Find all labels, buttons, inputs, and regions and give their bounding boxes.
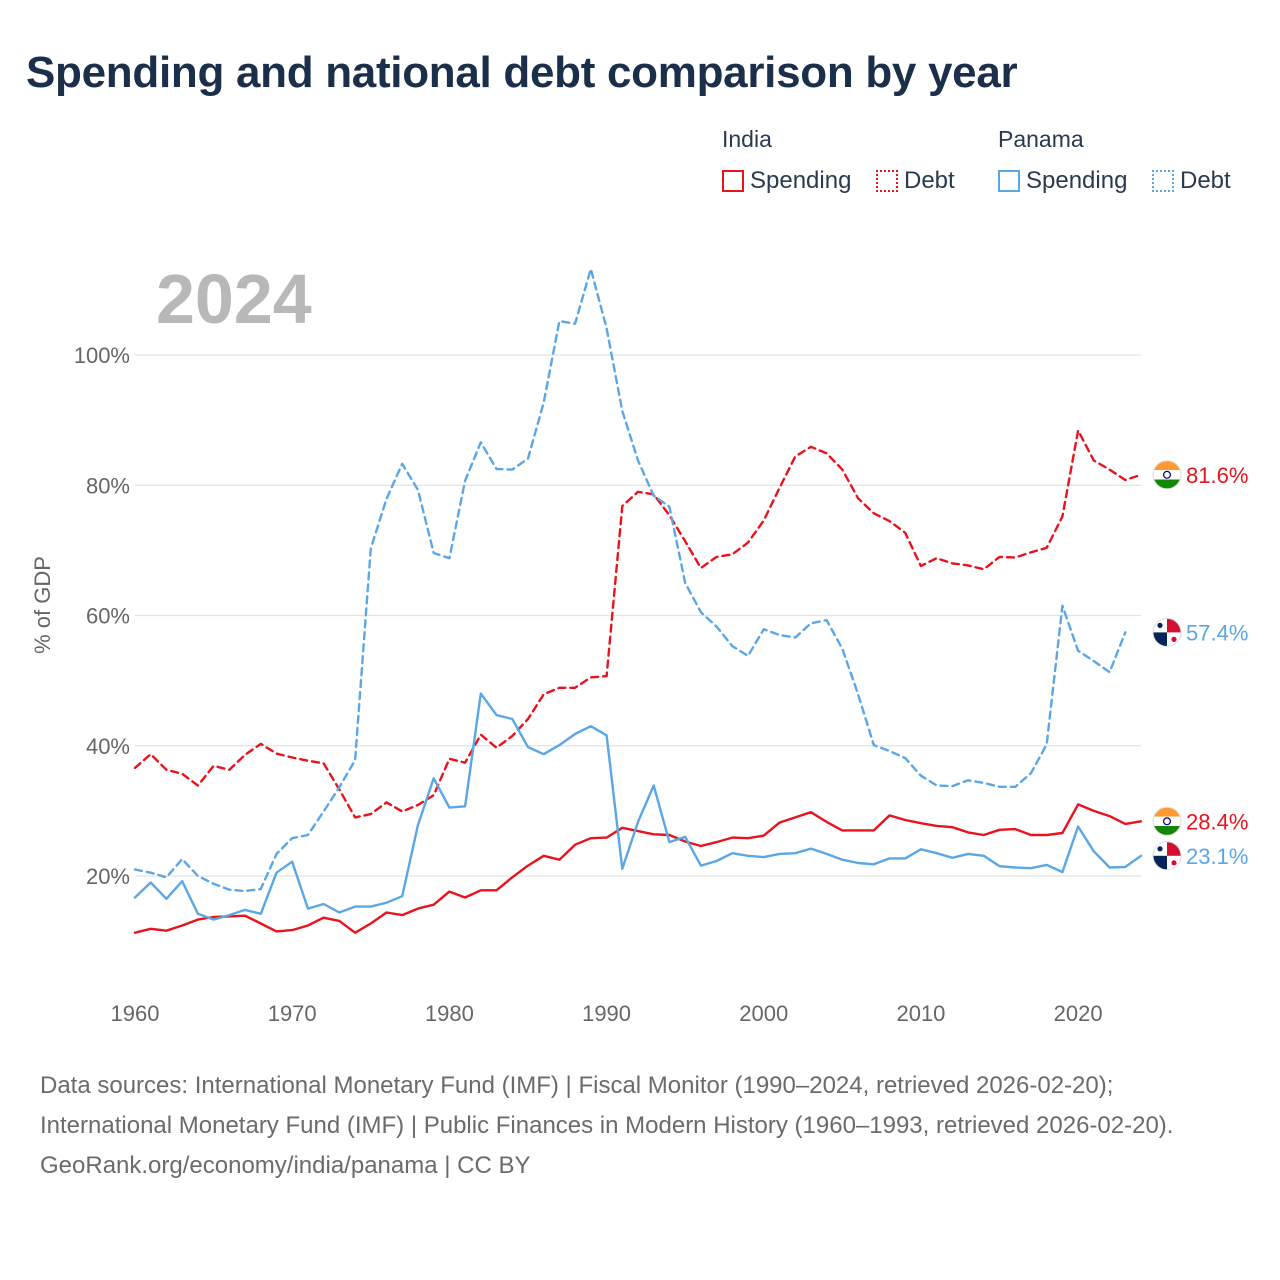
legend-label: Debt bbox=[904, 167, 955, 194]
legend-group-panama: Panama bbox=[998, 126, 1084, 152]
series-line-panama-debt[interactable] bbox=[133, 267, 1127, 893]
data-sources: Data sources: International Monetary Fun… bbox=[40, 1072, 1174, 1139]
end-value-label: 57.4% bbox=[1186, 620, 1248, 645]
series-line-india-spending[interactable] bbox=[133, 803, 1143, 934]
y-tick-label: 80% bbox=[86, 473, 130, 498]
india-flag-icon bbox=[1152, 460, 1182, 490]
legend-item-india-debt[interactable]: Debt bbox=[876, 167, 955, 195]
grid-layer bbox=[135, 354, 1141, 877]
india-flag-icon bbox=[1152, 806, 1182, 836]
legend-swatch-solid-icon bbox=[722, 170, 744, 192]
attribution: GeoRank.org/economy/india/panama | CC BY bbox=[40, 1152, 531, 1179]
legend-group-india: India bbox=[722, 126, 772, 152]
legend-swatch-solid-icon bbox=[998, 170, 1020, 192]
x-tick-label: 1970 bbox=[268, 1001, 317, 1026]
y-axis-title: % of GDP bbox=[30, 556, 55, 654]
x-tick-label: 1980 bbox=[425, 1001, 474, 1026]
legend-item-panama-debt[interactable]: Debt bbox=[1152, 167, 1231, 195]
axis-layer: 20% 40% 60% 80% 100% 1960 1970 1980 1990 2000 2010… bbox=[74, 343, 1103, 1026]
chart-area: 20% 40% 60% 80% 100% 1960 1970 1980 1990 2000 2010… bbox=[30, 260, 1248, 1026]
chart-title: Spending and national debt comparison by… bbox=[26, 48, 1018, 97]
legend-label: Spending bbox=[1026, 167, 1128, 194]
legend-item-panama-spending[interactable]: Spending bbox=[998, 167, 1127, 195]
legend-swatch-dotted-icon bbox=[876, 170, 898, 192]
end-label-layer: 81.6% 57.4% 28.4% 23.1% bbox=[1152, 460, 1248, 871]
x-tick-label: 2010 bbox=[896, 1001, 945, 1026]
end-value-label: 28.4% bbox=[1186, 809, 1248, 834]
x-tick-label: 2020 bbox=[1054, 1001, 1103, 1026]
legend-label: Spending bbox=[750, 167, 852, 194]
y-tick-label: 60% bbox=[86, 604, 130, 629]
legend-label: Debt bbox=[1180, 167, 1231, 194]
y-tick-label: 100% bbox=[74, 343, 130, 368]
series-line-panama-spending[interactable] bbox=[133, 692, 1143, 921]
end-value-label: 81.6% bbox=[1186, 463, 1248, 488]
x-tick-label: 2000 bbox=[739, 1001, 788, 1026]
series-layer bbox=[133, 267, 1143, 934]
y-tick-label: 20% bbox=[86, 864, 130, 889]
end-value-label: 23.1% bbox=[1186, 844, 1248, 869]
legend-item-india-spending[interactable]: Spending bbox=[722, 167, 851, 195]
series-line-india-debt[interactable] bbox=[133, 429, 1143, 819]
legend-swatch-dotted-icon bbox=[1152, 170, 1174, 192]
footer: Data sources: International Monetary Fun… bbox=[40, 1066, 1240, 1186]
y-tick-label: 40% bbox=[86, 734, 130, 759]
x-tick-label: 1990 bbox=[582, 1001, 631, 1026]
panama-flag-icon bbox=[1152, 841, 1182, 871]
year-label: 2024 bbox=[156, 260, 312, 338]
x-tick-label: 1960 bbox=[111, 1001, 160, 1026]
panama-flag-icon bbox=[1152, 617, 1182, 647]
